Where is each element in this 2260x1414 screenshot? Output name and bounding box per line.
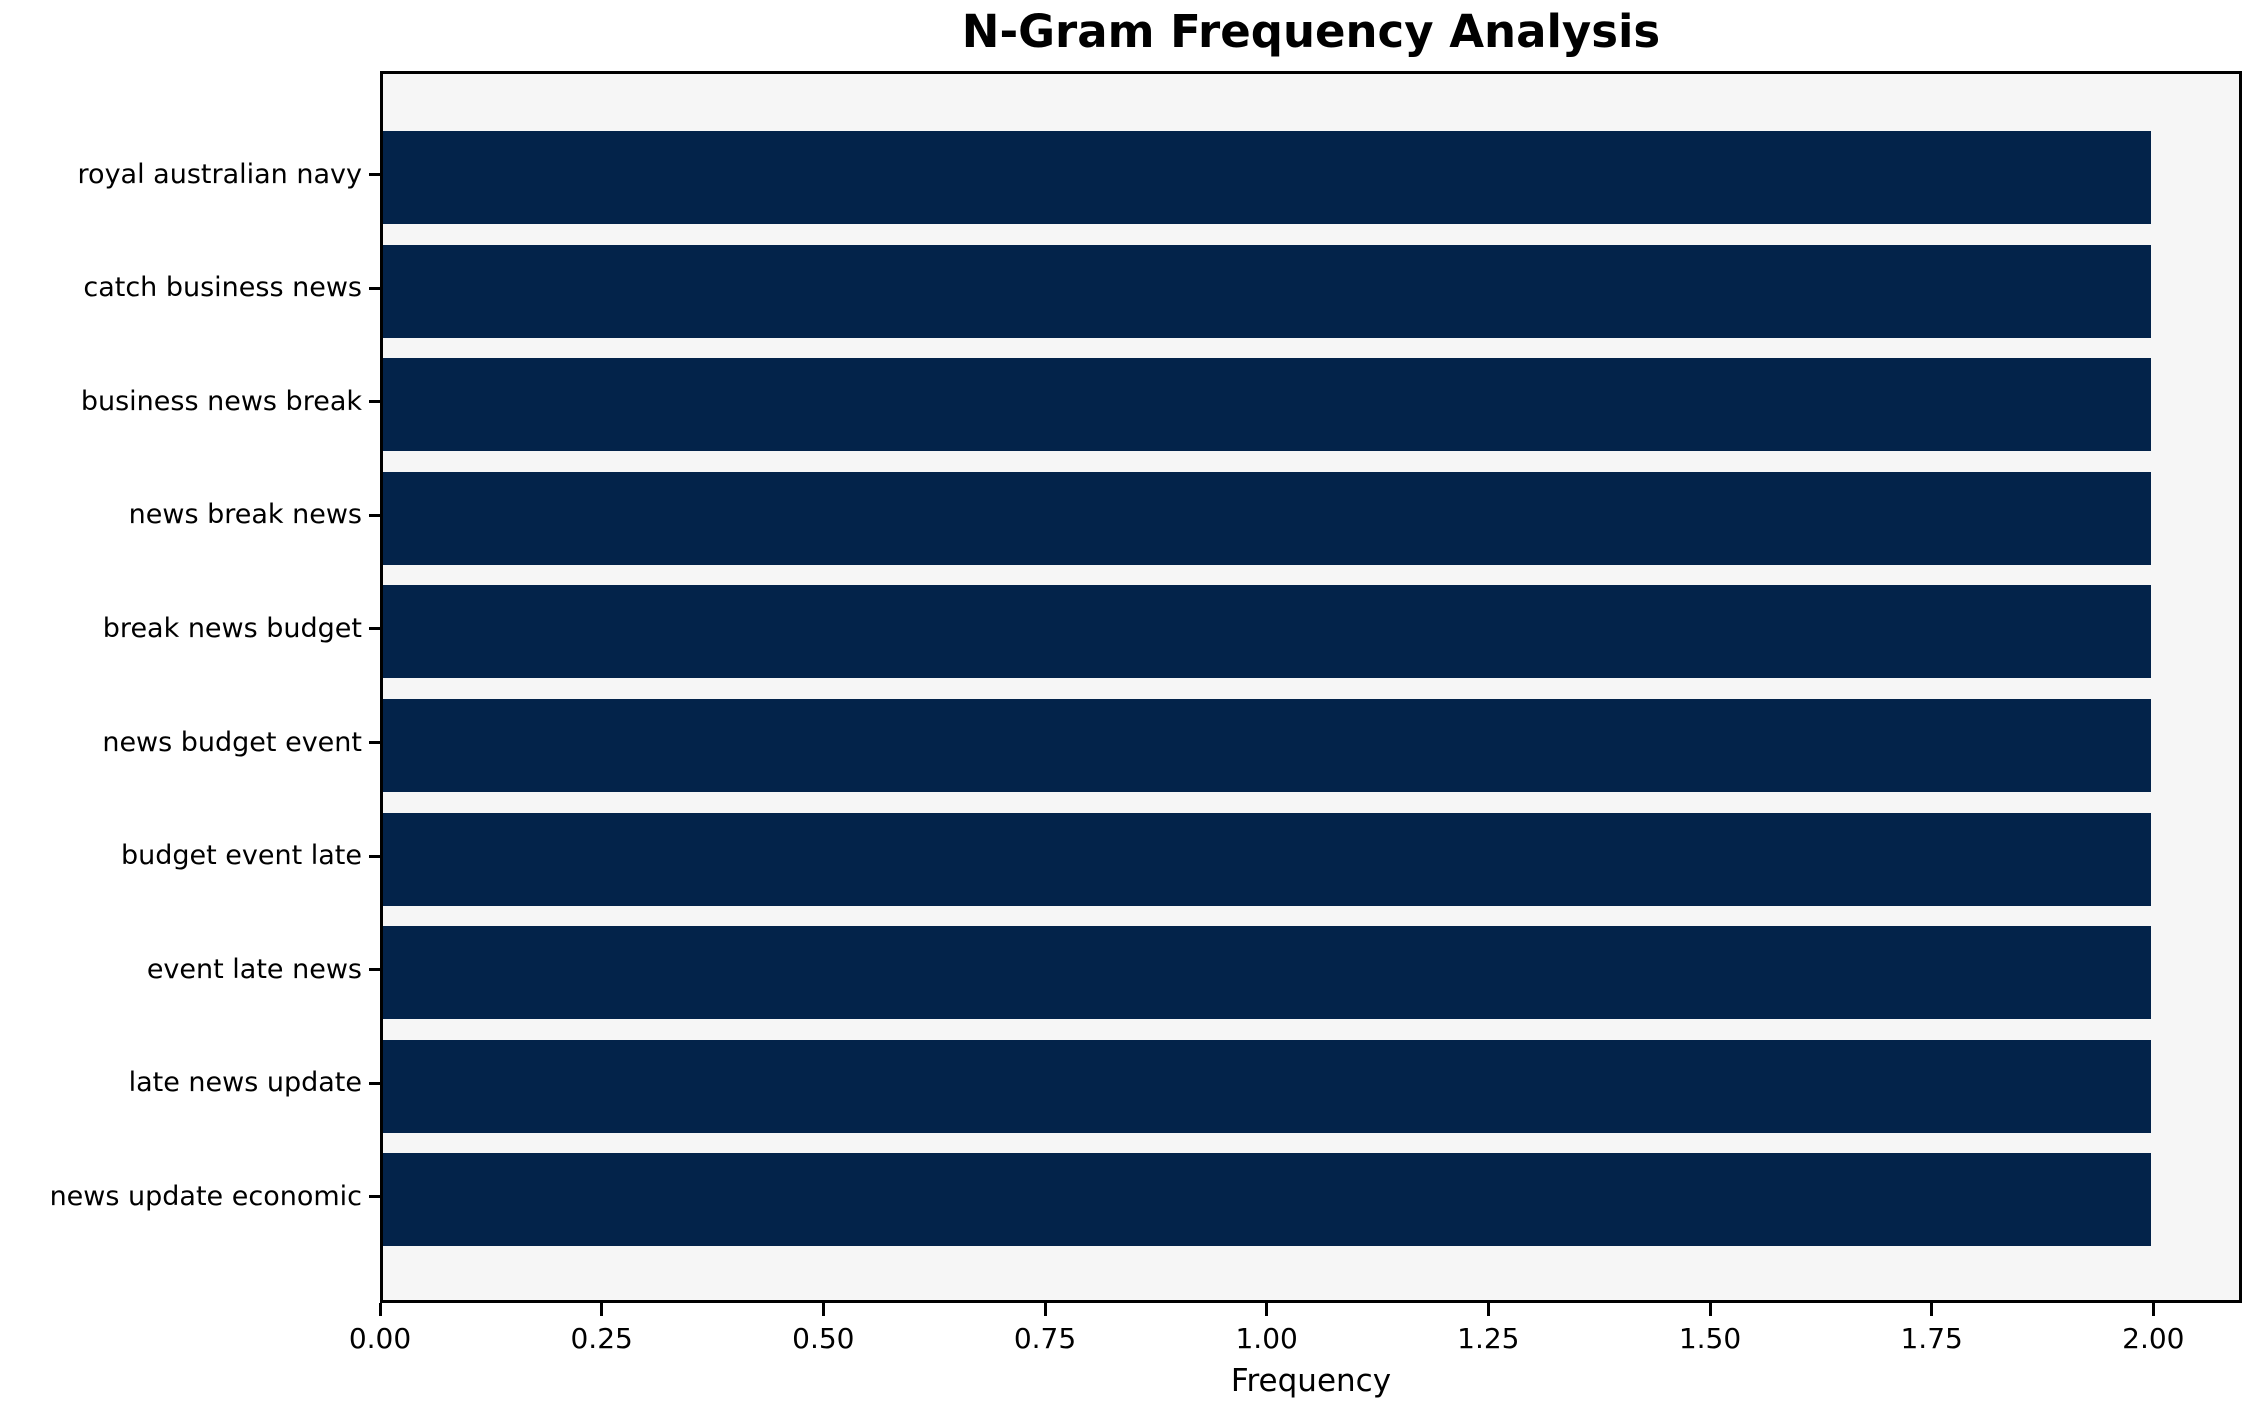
- y-tick-label: business news break: [80, 385, 362, 417]
- bar-catch-business-news: [383, 244, 2151, 338]
- bar-business-news-break: [383, 358, 2151, 452]
- y-tick-mark: [369, 627, 380, 631]
- y-tick-label: royal australian navy: [77, 158, 362, 190]
- y-tick-mark: [369, 968, 380, 972]
- y-tick-mark: [369, 854, 380, 858]
- chart-title: N-Gram Frequency Analysis: [961, 5, 1661, 58]
- y-tick-label: late news update: [128, 1067, 362, 1099]
- x-tick-mark: [1486, 1303, 1490, 1316]
- y-tick-mark: [369, 286, 380, 290]
- y-tick-label: news update economic: [49, 1180, 362, 1212]
- bar-break-news-budget: [383, 585, 2151, 679]
- y-tick-mark: [369, 513, 380, 517]
- y-tick-mark: [369, 400, 380, 404]
- bar-late-news-update: [383, 1039, 2151, 1133]
- y-tick-label: news budget event: [102, 726, 362, 758]
- bar-event-late-news: [383, 926, 2151, 1020]
- x-tick-mark: [600, 1303, 604, 1316]
- bar-news-update-economic: [383, 1153, 2151, 1247]
- y-tick-mark: [369, 741, 380, 744]
- x-tick-label: 2.00: [2122, 1322, 2185, 1355]
- x-tick-label: 0.25: [570, 1322, 633, 1355]
- x-axis-label: Frequency: [1230, 1363, 1392, 1399]
- x-tick-mark: [2151, 1303, 2155, 1316]
- y-tick-mark: [369, 1081, 380, 1085]
- x-tick-label: 1.00: [1235, 1322, 1298, 1355]
- x-tick-mark: [1708, 1303, 1712, 1316]
- x-tick-mark: [1043, 1303, 1047, 1316]
- y-tick-mark: [369, 173, 380, 176]
- y-tick-label: catch business news: [83, 272, 362, 304]
- bar-budget-event-late: [383, 812, 2151, 906]
- x-tick-label: 1.50: [1678, 1322, 1742, 1355]
- x-tick-label: 1.75: [1900, 1322, 1963, 1355]
- x-tick-label: 1.25: [1457, 1322, 1520, 1355]
- y-tick-label: break news budget: [102, 612, 362, 644]
- plot-area: [380, 71, 2242, 1303]
- bar-news-budget-event: [383, 699, 2151, 792]
- bar-news-break-news: [383, 471, 2151, 565]
- x-tick-label: 0.50: [792, 1322, 855, 1355]
- x-tick-label: 0.00: [348, 1322, 412, 1355]
- x-tick-mark: [821, 1303, 825, 1316]
- y-tick-label: event late news: [146, 953, 362, 985]
- y-tick-label: budget event late: [120, 840, 362, 872]
- x-tick-label: 0.75: [1013, 1322, 1077, 1355]
- y-tick-mark: [369, 1195, 380, 1199]
- x-tick-mark: [1265, 1303, 1269, 1316]
- bar-royal-australian-navy: [383, 131, 2151, 224]
- x-tick-mark: [378, 1303, 382, 1316]
- x-tick-mark: [1930, 1303, 1934, 1316]
- y-tick-label: news break news: [128, 499, 362, 531]
